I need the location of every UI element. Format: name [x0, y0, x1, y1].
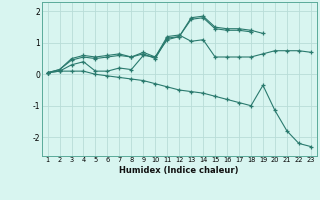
X-axis label: Humidex (Indice chaleur): Humidex (Indice chaleur): [119, 166, 239, 175]
